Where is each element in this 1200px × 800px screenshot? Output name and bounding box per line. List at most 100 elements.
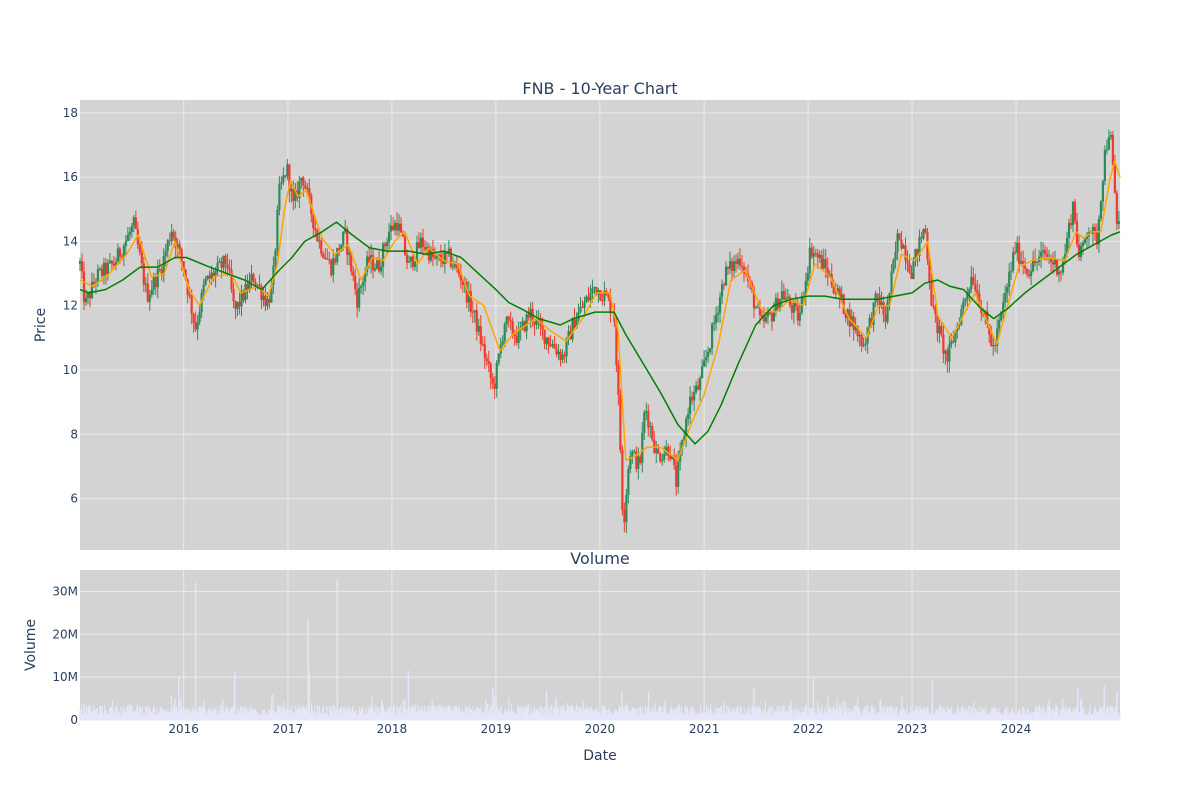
volume-bar: [591, 709, 593, 720]
candlestick: [188, 286, 191, 299]
volume-bar: [318, 705, 320, 720]
candlestick: [599, 289, 602, 302]
volume-bar: [925, 708, 927, 720]
candle-body: [338, 247, 341, 252]
candle-body: [302, 177, 305, 186]
candlestick: [972, 267, 975, 286]
volume-bar: [874, 708, 877, 720]
volume-bar: [1082, 709, 1084, 720]
volume-bar: [784, 706, 786, 720]
volume-bar: [1051, 710, 1054, 720]
candle-body: [944, 350, 947, 354]
volume-bar: [302, 705, 304, 720]
volume-bar: [899, 710, 901, 720]
candlestick: [726, 266, 730, 275]
volume-bar: [1033, 711, 1036, 720]
volume-bar: [959, 709, 961, 720]
candlestick: [826, 257, 829, 286]
candle-body: [950, 341, 953, 345]
volume-bar: [461, 708, 463, 720]
candlestick: [465, 278, 468, 309]
candle-body: [954, 330, 957, 343]
candle-body: [280, 182, 283, 184]
volume-bar: [788, 705, 790, 720]
volume-bar: [363, 713, 365, 720]
candle-body: [1045, 254, 1049, 258]
volume-bar: [549, 715, 551, 720]
volume-bar: [686, 708, 688, 720]
candlestick: [252, 272, 255, 284]
volume-bar: [624, 710, 626, 720]
volume-bar: [933, 714, 936, 720]
candle-body: [130, 226, 133, 233]
volume-bar: [315, 715, 317, 720]
volume-spike-bar: [647, 692, 650, 720]
candle-body: [786, 296, 789, 299]
candle-body: [114, 262, 117, 266]
volume-bar: [937, 709, 939, 720]
candle-body: [1081, 242, 1085, 246]
volume-bar: [365, 708, 367, 720]
candlestick: [619, 388, 622, 454]
volume-bar: [1025, 715, 1027, 720]
volume-bar: [758, 706, 760, 720]
candlestick: [685, 415, 688, 448]
candle-body: [318, 240, 321, 242]
volume-bar: [411, 708, 414, 720]
volume-bar: [246, 708, 248, 720]
candlestick: [1055, 258, 1059, 277]
volume-bar: [1024, 714, 1026, 720]
candlestick: [102, 257, 106, 285]
candle-body: [615, 321, 618, 365]
volume-bar: [395, 714, 397, 720]
candle-body: [557, 351, 560, 355]
volume-bar: [790, 700, 792, 720]
candle-body: [475, 310, 478, 332]
volume-bar: [702, 713, 704, 720]
volume-bar: [234, 713, 237, 720]
volume-bar: [820, 714, 822, 720]
candlestick: [1049, 254, 1053, 272]
volume-bar: [904, 713, 907, 720]
volume-bar: [158, 714, 161, 720]
volume-y-tick-label: 0: [70, 713, 78, 727]
volume-bar: [974, 712, 976, 720]
volume-bar: [284, 709, 286, 720]
candle-body: [168, 240, 171, 242]
volume-bar: [356, 715, 358, 720]
volume-bar: [990, 715, 992, 720]
volume-bar: [880, 699, 882, 720]
volume-bar: [780, 710, 783, 720]
volume-bar: [638, 707, 640, 720]
candlestick: [1022, 250, 1025, 275]
candlestick: [1073, 198, 1077, 224]
volume-bar: [744, 707, 746, 720]
volume-bar: [951, 714, 954, 720]
candle-body: [487, 360, 490, 364]
volume-spike-bar: [492, 687, 494, 720]
candlestick: [1107, 129, 1110, 151]
candlestick: [142, 256, 145, 293]
candlestick: [1071, 200, 1075, 233]
candle-body: [192, 313, 195, 323]
volume-bar: [207, 709, 209, 720]
candle-body: [858, 335, 861, 337]
candle-body: [198, 312, 201, 322]
candle-body: [994, 345, 997, 347]
volume-bar: [816, 702, 819, 720]
volume-bar: [675, 708, 677, 720]
volume-bar: [352, 711, 355, 720]
volume-bar: [650, 712, 652, 720]
volume-bar: [404, 707, 407, 720]
volume-bar: [587, 708, 590, 720]
candle-body: [1014, 251, 1017, 253]
volume-bar: [523, 708, 525, 720]
volume-bar: [154, 715, 156, 720]
candle-body: [238, 301, 241, 307]
volume-bar: [560, 714, 562, 720]
volume-bar: [1057, 714, 1060, 720]
candle-body: [228, 268, 231, 270]
volume-bar: [114, 706, 116, 720]
volume-bar: [690, 705, 692, 720]
volume-bar: [552, 709, 555, 720]
